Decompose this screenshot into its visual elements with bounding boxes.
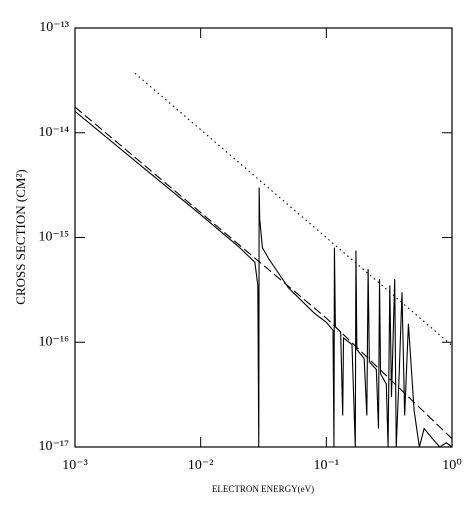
- y-tick-label: 10⁻¹⁵: [39, 230, 70, 245]
- series-line: [74, 106, 453, 440]
- x-axis-label: ELECTRON ENERGY(eV): [212, 484, 314, 494]
- y-tick-label: 10⁻¹⁷: [39, 439, 70, 454]
- x-tick-label: 10⁻²: [188, 458, 214, 473]
- x-tick-label: 10⁻¹: [314, 458, 340, 473]
- x-tick-label: 10⁻³: [62, 458, 88, 473]
- x-tick-label: 10⁰: [442, 458, 462, 473]
- y-tick-label: 10⁻¹³: [39, 20, 69, 35]
- y-tick-label: 10⁻¹⁴: [39, 125, 70, 140]
- y-axis-label: CROSS SECTION (CM²): [13, 169, 28, 304]
- series-line: [134, 72, 453, 346]
- y-tick-label: 10⁻¹⁶: [39, 334, 70, 349]
- series-line: [74, 110, 453, 448]
